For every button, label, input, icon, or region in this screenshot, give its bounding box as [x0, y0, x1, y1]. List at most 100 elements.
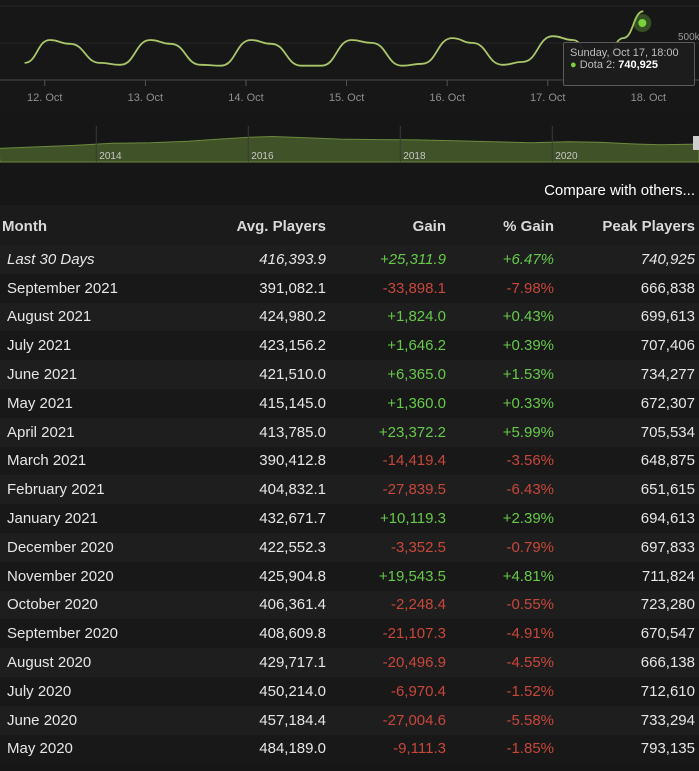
cell-avg-players: 432,671.7	[259, 510, 326, 528]
cell-month: August 2021	[7, 308, 92, 326]
cell-peak-players: 707,406	[640, 337, 695, 355]
table-row: July 2020 450,214.0 -6,970.4 -1.52% 712,610	[0, 676, 699, 706]
cell-percent-gain: +4.81%	[502, 567, 554, 585]
cell-gain: +25,311.9	[379, 250, 446, 268]
cell-percent-gain: -5.58%	[506, 711, 554, 729]
column-header-peak-players[interactable]: Peak Players	[602, 218, 695, 235]
cell-month: Last 30 Days	[7, 250, 95, 268]
cell-gain: -27,839.5	[382, 481, 446, 499]
column-header-gain[interactable]: Gain	[412, 218, 446, 235]
tooltip-value-row: ● Dota 2: 740,925	[570, 59, 688, 71]
cell-peak-players: 733,294	[640, 711, 695, 729]
cell-month: April 2021	[7, 423, 75, 441]
cell-month: January 2021	[7, 510, 98, 528]
cell-peak-players: 651,615	[640, 481, 695, 499]
y-tick-label: 500k	[678, 32, 699, 43]
series-dot-icon: ●	[570, 59, 577, 71]
table-row: February 2021 404,832.1 -27,839.5 -6.43% 651…	[0, 475, 699, 505]
table-row: June 2021 421,510.0 +6,365.0 +1.53% 734,277	[0, 360, 699, 389]
table-row: September 2021 391,082.1 -33,898.1 -7.98% 66…	[0, 273, 699, 303]
cell-month: June 2020	[7, 711, 78, 729]
cell-month: August 2020	[7, 654, 92, 672]
cell-percent-gain: +2.39%	[502, 510, 554, 528]
cell-peak-players: 712,610	[640, 682, 695, 700]
cell-peak-players: 670,547	[640, 625, 695, 643]
cell-avg-players: 424,980.2	[259, 308, 326, 326]
cell-avg-players: 425,904.8	[259, 567, 326, 585]
x-tick-label: 16. Oct	[429, 92, 464, 104]
column-header-percent-gain[interactable]: % Gain	[503, 218, 554, 235]
cell-avg-players: 429,717.1	[259, 654, 326, 672]
cell-peak-players: 705,534	[640, 423, 695, 441]
navigator-handle[interactable]	[693, 136, 699, 150]
cell-peak-players: 793,135	[640, 740, 695, 758]
table-row: January 2021 432,671.7 +10,119.3 +2.39% 694,…	[0, 504, 699, 533]
cell-month: February 2021	[7, 481, 105, 499]
cell-percent-gain: -3.56%	[506, 452, 554, 470]
cell-peak-players: 694,613	[640, 510, 695, 528]
cell-gain: -3,352.5	[390, 538, 446, 556]
cell-percent-gain: -0.55%	[506, 596, 554, 614]
cell-gain: -14,419.4	[382, 452, 446, 470]
cell-gain: -6,970.4	[390, 682, 446, 700]
table-row: October 2020 406,361.4 -2,248.4 -0.55% 723,2…	[0, 590, 699, 620]
x-tick-label: 18. Oct	[631, 92, 666, 104]
x-tick-label: 15. Oct	[329, 92, 364, 104]
table-row: November 2020 425,904.8 +19,543.5 +4.81% 711…	[0, 561, 699, 591]
table-row: July 2021 423,156.2 +1,646.2 +0.39% 707,406	[0, 331, 699, 361]
compare-with-others-link[interactable]: Compare with others...	[544, 182, 695, 199]
navigator-tick-label: 2016	[251, 151, 274, 162]
cell-peak-players: 666,838	[640, 279, 695, 297]
table-body: Last 30 Days 416,393.9 +25,311.9 +6.47% 740,…	[0, 245, 699, 764]
history-navigator-chart[interactable]: 2014 2016 2018 2020	[0, 124, 699, 166]
cell-peak-players: 697,833	[640, 538, 695, 556]
cell-month: July 2020	[7, 682, 72, 700]
table-row: August 2020 429,717.1 -20,496.9 -4.55% 666,1…	[0, 648, 699, 677]
cell-gain: -27,004.6	[382, 711, 446, 729]
x-tick-label: 12. Oct	[27, 92, 62, 104]
cell-percent-gain: -6.43%	[506, 481, 554, 499]
cell-gain: +1,824.0	[387, 308, 446, 326]
cell-gain: +10,119.3	[379, 510, 446, 528]
cell-gain: +19,543.5	[378, 567, 446, 585]
cell-gain: -2,248.4	[390, 596, 446, 614]
cell-peak-players: 699,613	[640, 308, 695, 326]
table-row: June 2020 457,184.4 -27,004.6 -5.58% 733,294	[0, 705, 699, 735]
cell-peak-players: 666,138	[640, 654, 695, 672]
cell-percent-gain: -7.98%	[506, 279, 554, 297]
navigator-tick-label: 2018	[403, 151, 426, 162]
cell-avg-players: 406,361.4	[259, 596, 326, 614]
cell-month: March 2021	[7, 452, 87, 470]
cell-percent-gain: -4.55%	[506, 654, 554, 672]
cell-avg-players: 416,393.9	[259, 250, 326, 268]
cell-percent-gain: -4.91%	[506, 625, 554, 643]
cell-gain: +23,372.2	[378, 423, 446, 441]
cell-percent-gain: -1.52%	[506, 682, 554, 700]
cell-percent-gain: +1.53%	[502, 366, 554, 384]
hover-point[interactable]	[638, 19, 647, 27]
monthly-stats-table: Month Avg. Players Gain % Gain Peak Play…	[0, 205, 699, 764]
cell-gain: +1,360.0	[387, 394, 446, 412]
cell-percent-gain: +5.99%	[502, 423, 554, 441]
cell-percent-gain: +0.43%	[502, 308, 554, 326]
column-header-avg-players[interactable]: Avg. Players	[236, 218, 327, 235]
cell-gain: +6,365.0	[387, 366, 446, 384]
cell-gain: -33,898.1	[382, 279, 446, 297]
cell-peak-players: 672,307	[640, 394, 695, 412]
cell-month: September 2020	[7, 625, 118, 643]
cell-avg-players: 457,184.4	[259, 711, 326, 729]
x-tick-label: 13. Oct	[128, 92, 163, 104]
cell-month: May 2021	[7, 394, 73, 412]
cell-month: November 2020	[7, 567, 114, 585]
cell-avg-players: 408,609.8	[259, 625, 326, 643]
table-row: March 2021 390,412.8 -14,419.4 -3.56% 648,87…	[0, 446, 699, 476]
table-row: August 2021 424,980.2 +1,824.0 +0.43% 699,61…	[0, 302, 699, 332]
navigator-ticks: 2014 2016 2018 2020	[95, 126, 578, 162]
cell-month: December 2020	[7, 538, 114, 556]
x-axis-ticks: 12. Oct 13. Oct 14. Oct 15. Oct 16. Oct 17. O…	[27, 80, 666, 104]
column-header-month[interactable]: Month	[2, 218, 47, 235]
cell-percent-gain: -1.85%	[506, 740, 554, 758]
cell-avg-players: 422,552.3	[259, 538, 326, 556]
cell-peak-players: 648,875	[640, 452, 695, 470]
table-row: May 2021 415,145.0 +1,360.0 +0.33% 672,307	[0, 388, 699, 418]
